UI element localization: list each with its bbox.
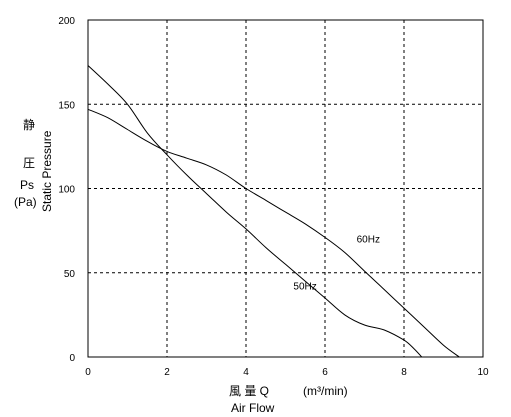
y-axis-label-unit: (Pa)	[14, 195, 37, 209]
y-axis-label-cjk-2: 圧	[23, 156, 35, 170]
curve-label: 50Hz	[293, 282, 316, 293]
x-axis-label-unit: (m³/min)	[303, 384, 348, 398]
x-axis-label-en: Air Flow	[231, 401, 275, 415]
x-tick-label: 0	[85, 367, 91, 378]
curve-50hz	[87, 65, 423, 358]
y-axis-label-en: Static Pressure	[40, 130, 54, 212]
x-axis-label-cjk: 風 量 Q	[229, 384, 269, 398]
x-tick-label: 2	[164, 367, 170, 378]
x-tick-label: 4	[243, 367, 249, 378]
y-tick-label: 150	[58, 100, 75, 111]
grid-lines	[88, 20, 483, 357]
x-tick-label: 10	[477, 367, 489, 378]
y-tick-label: 200	[58, 16, 75, 27]
x-tick-label: 6	[322, 367, 328, 378]
y-tick-label: 100	[58, 185, 75, 196]
y-axis-label-symbol: Ps	[20, 178, 34, 192]
curves	[87, 65, 460, 358]
y-tick-label: 50	[64, 269, 76, 280]
x-tick-label: 8	[401, 367, 407, 378]
curve-60hz	[87, 108, 460, 358]
plot-frame	[87, 19, 484, 358]
y-tick-label: 0	[69, 353, 75, 364]
y-axis-label-cjk-1: 静	[23, 118, 35, 132]
curve-label: 60Hz	[357, 234, 380, 245]
curve-labels: 60Hz 50Hz	[293, 234, 380, 292]
